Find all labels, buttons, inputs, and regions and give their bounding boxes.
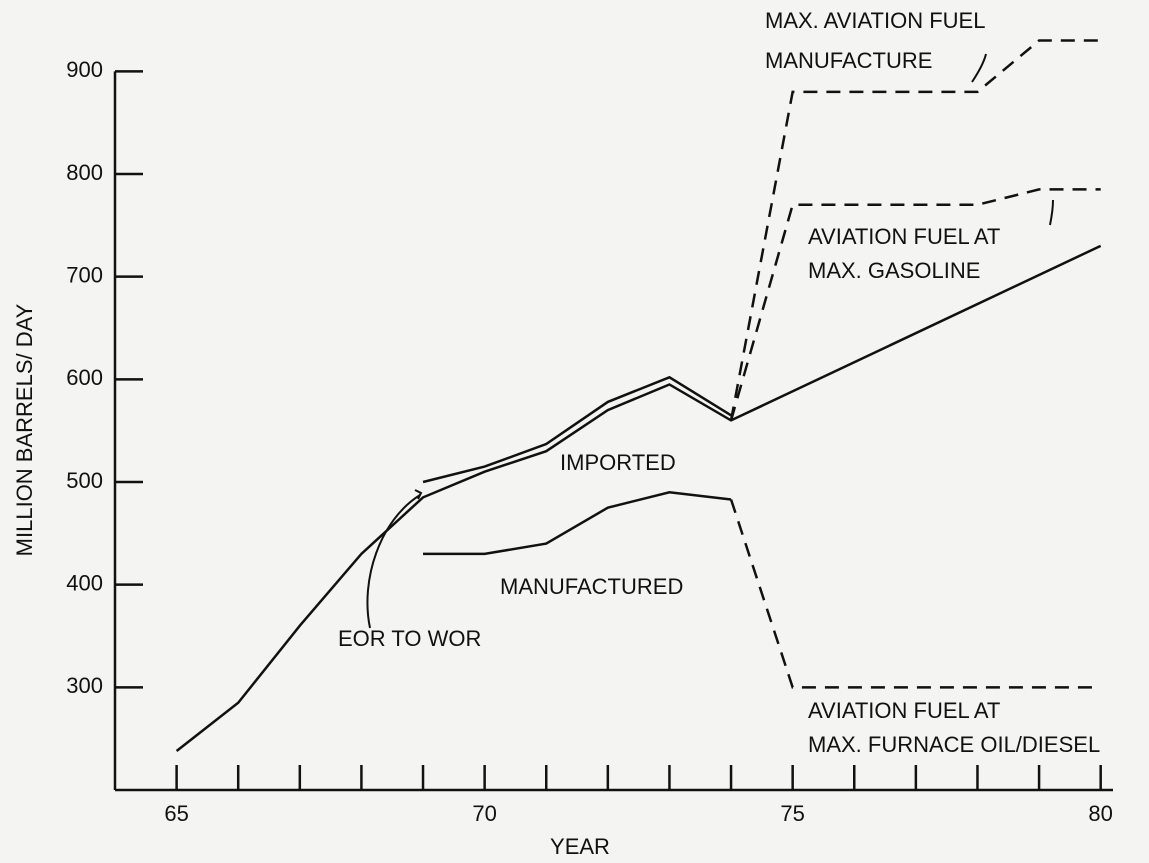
annotation: AVIATION FUEL AT xyxy=(808,698,1000,723)
arrow xyxy=(366,494,421,629)
annotation: MAX. GASOLINE xyxy=(808,258,980,283)
arrow xyxy=(1049,199,1054,226)
annotation: MANUFACTURE xyxy=(765,48,932,73)
annotation: MANUFACTURED xyxy=(500,574,683,599)
x-tick-label: 65 xyxy=(164,801,188,826)
annotation: AVIATION FUEL AT xyxy=(808,224,1000,249)
y-tick-label: 400 xyxy=(66,570,103,595)
annotation: EOR TO WOR xyxy=(338,626,481,651)
y-tick-label: 500 xyxy=(66,468,103,493)
y-tick-label: 600 xyxy=(66,365,103,390)
annotation: MAX. FURNACE OIL/DIESEL xyxy=(808,732,1100,757)
x-tick-label: 75 xyxy=(780,801,804,826)
series-line xyxy=(729,499,1101,689)
y-tick-label: 300 xyxy=(66,673,103,698)
series-line xyxy=(175,244,1102,752)
series-line xyxy=(422,375,732,484)
x-tick-label: 80 xyxy=(1088,801,1112,826)
arrow-head xyxy=(414,489,423,500)
x-axis-label: YEAR xyxy=(550,834,610,859)
y-tick-label: 900 xyxy=(66,57,103,82)
arrow xyxy=(971,53,987,83)
series-line xyxy=(729,188,1101,421)
x-tick-label: 70 xyxy=(472,801,496,826)
annotation: MAX. AVIATION FUEL xyxy=(765,8,985,33)
annotation: IMPORTED xyxy=(560,450,676,475)
series-line xyxy=(729,39,1101,421)
y-tick-label: 800 xyxy=(66,160,103,185)
series-line xyxy=(423,490,732,556)
y-tick-label: 700 xyxy=(66,262,103,287)
y-axis-label: MILLION BARRELS/ DAY xyxy=(12,303,37,556)
